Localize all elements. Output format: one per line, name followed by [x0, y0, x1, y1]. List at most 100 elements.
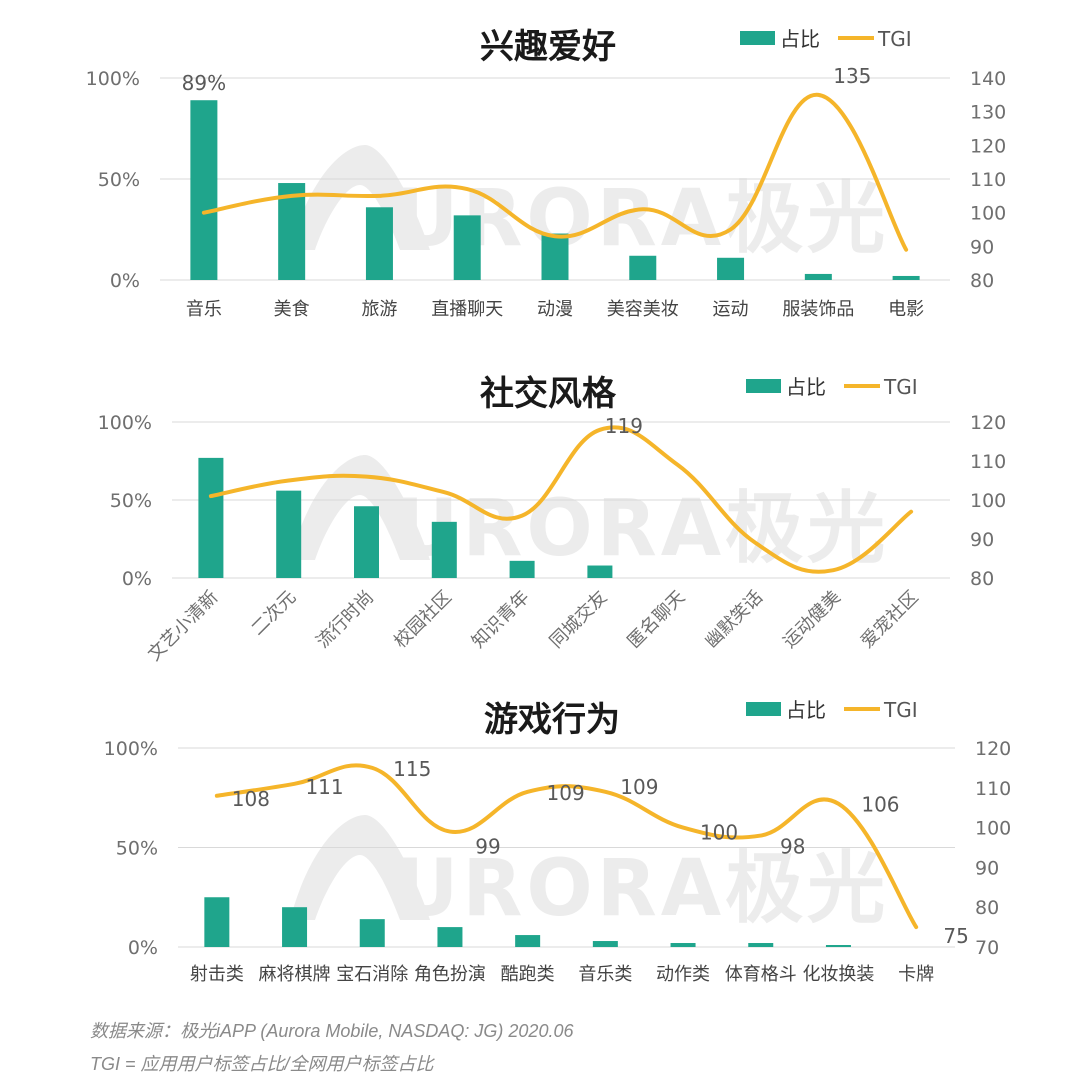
legend-label-bar: 占比	[786, 698, 826, 722]
data-label: 89%	[182, 71, 226, 95]
x-tick-label: 直播聊天	[431, 299, 503, 320]
data-label: 119	[605, 414, 643, 438]
y-right-tick: 90	[970, 236, 994, 258]
data-label: 135	[833, 64, 871, 88]
bar	[190, 100, 218, 280]
watermark-logo-icon	[290, 815, 430, 920]
y-right-tick: 130	[970, 102, 1006, 124]
y-right-tick: 110	[975, 778, 1011, 800]
x-tick-label: 宝石消除	[336, 964, 408, 985]
x-tick-label: 爱宠社区	[857, 587, 923, 653]
x-tick-label: 知识青年	[468, 587, 534, 653]
y-left-tick: 0%	[128, 937, 158, 959]
bar	[365, 207, 393, 280]
bar	[437, 927, 463, 947]
data-label: 100	[700, 821, 738, 845]
bar	[282, 907, 308, 947]
x-tick-label: 服装饰品	[782, 299, 854, 320]
data-label: 115	[393, 757, 431, 781]
x-tick-label: 酷跑类	[501, 964, 555, 985]
bar	[359, 919, 385, 947]
legend-label-bar: 占比	[786, 375, 826, 399]
y-right-tick: 80	[970, 568, 994, 590]
chart-2: URORA极光 社交风格 占比 TGI 0% 50% 100% 80 90 100 110 120 11…	[98, 374, 1007, 665]
legend-swatch-bar	[746, 379, 781, 393]
x-tick-label: 校园社区	[390, 587, 456, 653]
bar	[892, 275, 920, 280]
legend-swatch-bar	[740, 31, 775, 45]
y-right-tick: 120	[970, 412, 1006, 434]
bar	[354, 506, 379, 578]
tgi-line	[208, 425, 914, 574]
y-left-tick: 0%	[122, 568, 152, 590]
x-tick-label: 电影	[888, 299, 924, 320]
x-tick-label: 同城交友	[546, 587, 612, 653]
chart-title: 社交风格	[480, 374, 617, 414]
data-label: 109	[620, 775, 658, 799]
x-tick-label: 匿名聊天	[623, 587, 689, 653]
watermark-text: URORA极光	[395, 484, 889, 574]
y-right-tick: 100	[970, 490, 1006, 512]
bar	[804, 273, 832, 280]
data-label: 111	[305, 775, 343, 799]
bar	[670, 943, 696, 947]
data-label: 98	[780, 835, 805, 859]
y-right-tick: 100	[970, 203, 1006, 225]
y-left-tick: 50%	[116, 838, 158, 860]
y-right-tick: 140	[970, 68, 1006, 90]
bar	[509, 560, 535, 578]
y-right-tick: 80	[975, 897, 999, 919]
data-label: 75	[943, 924, 968, 948]
chart-title: 游戏行为	[484, 700, 620, 740]
y-left-tick: 100%	[98, 412, 152, 434]
legend-label-line: TGI	[883, 375, 918, 399]
legend-swatch-bar	[746, 702, 781, 716]
y-right-tick: 80	[970, 270, 994, 292]
y-left-tick: 50%	[110, 490, 152, 512]
legend-label-bar: 占比	[780, 27, 820, 51]
bar	[587, 565, 613, 578]
watermark-logo-icon	[290, 145, 430, 250]
y-right-tick: 120	[970, 135, 1006, 157]
y-right-tick: 100	[975, 818, 1011, 840]
data-label: 108	[232, 787, 270, 811]
x-tick-label: 音乐类	[578, 964, 632, 985]
tgi-line	[201, 92, 909, 252]
data-label: 109	[547, 781, 585, 805]
y-left-tick: 100%	[86, 68, 140, 90]
bar	[453, 215, 481, 280]
x-tick-label: 角色扮演	[414, 964, 486, 985]
bar	[629, 255, 657, 280]
x-tick-label: 流行时尚	[312, 587, 378, 653]
x-tick-label: 运动健美	[779, 587, 845, 653]
y-left-tick: 100%	[104, 738, 158, 760]
bar	[748, 943, 774, 947]
tgi-definition: TGI = 应用用户标签占比/全网用户标签占比	[90, 1054, 434, 1074]
bar	[541, 233, 569, 280]
x-tick-label: 体育格斗	[725, 964, 797, 985]
bar	[278, 183, 306, 280]
y-right-tick: 120	[975, 738, 1011, 760]
x-tick-label: 化妆换装	[802, 964, 874, 985]
x-tick-label: 卡牌	[898, 964, 934, 985]
y-right-tick: 90	[970, 529, 994, 551]
x-tick-label: 旅游	[361, 299, 397, 320]
x-tick-label: 动漫	[537, 299, 573, 320]
x-tick-label: 运动	[713, 299, 749, 320]
y-left-tick: 0%	[110, 270, 140, 292]
x-tick-label: 音乐	[186, 299, 222, 320]
bar	[515, 935, 541, 947]
watermark-text: URORA极光	[395, 844, 889, 934]
source-note: 数据来源：极光iAPP (Aurora Mobile, NASDAQ: JG) …	[90, 1021, 574, 1041]
x-tick-label: 文艺小清新	[144, 587, 222, 665]
x-tick-label: 美容美妆	[607, 299, 679, 320]
data-label: 99	[475, 835, 500, 859]
legend-label-line: TGI	[877, 27, 912, 51]
legend-label-line: TGI	[883, 698, 918, 722]
bar	[592, 941, 618, 947]
y-right-tick: 70	[975, 937, 999, 959]
x-tick-label: 动作类	[656, 964, 710, 985]
bar	[198, 457, 224, 578]
bar	[204, 897, 230, 947]
